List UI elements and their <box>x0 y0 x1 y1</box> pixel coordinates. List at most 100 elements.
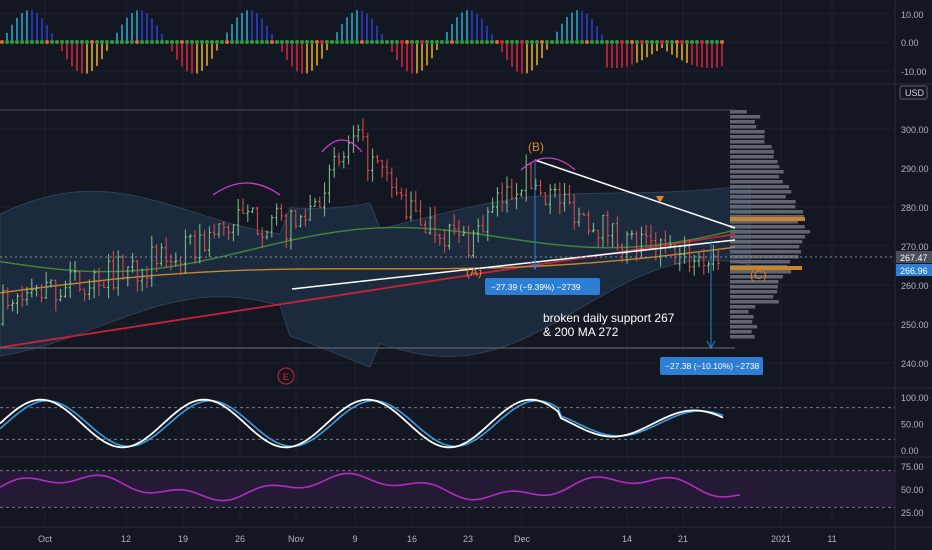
osc-zero-dot <box>525 40 529 44</box>
price-axis-tick: 300.00 <box>901 125 929 135</box>
volume-profile-bar <box>730 270 792 274</box>
volume-profile-bar <box>730 255 799 259</box>
osc-zero-dot <box>480 40 484 44</box>
osc-zero-dot <box>660 40 664 44</box>
osc-zero-dot <box>460 40 464 44</box>
osc-zero-dot <box>75 40 79 44</box>
volume-profile-bar <box>730 280 779 284</box>
volume-profile-bar <box>730 195 786 199</box>
top-arc <box>520 157 576 171</box>
bollinger-band <box>0 184 751 368</box>
osc-zero-dot <box>630 40 634 44</box>
osc-zero-dot <box>720 40 724 44</box>
volume-profile-poc <box>730 217 805 221</box>
stoch-d-line <box>0 399 724 448</box>
osc-zero-dot <box>400 40 404 44</box>
osc-zero-dot <box>150 40 154 44</box>
osc-zero-dot <box>360 40 364 44</box>
volume-profile-bar <box>730 240 803 244</box>
time-axis-tick: 12 <box>121 534 131 544</box>
osc-zero-dot <box>315 40 319 44</box>
stoch-axis-tick: 0.00 <box>901 446 919 456</box>
osc-zero-dot <box>265 40 269 44</box>
osc-zero-dot <box>390 40 394 44</box>
current-price-badge <box>896 264 932 276</box>
osc-zero-dot <box>210 40 214 44</box>
osc-zero-dot <box>190 40 194 44</box>
osc-zero-dot <box>200 40 204 44</box>
osc-zero-dot <box>175 40 179 44</box>
osc-zero-dot <box>680 40 684 44</box>
osc-zero-dot <box>290 40 294 44</box>
osc-zero-dot <box>115 40 119 44</box>
osc-zero-dot <box>255 40 259 44</box>
osc-zero-dot <box>600 40 604 44</box>
volume-profile-bar <box>730 215 804 219</box>
osc-axis-tick: -10.00 <box>901 67 927 77</box>
osc-zero-dot <box>85 40 89 44</box>
osc-zero-dot <box>485 40 489 44</box>
osc-zero-dot <box>610 40 614 44</box>
support-trendline <box>291 239 736 290</box>
osc-zero-dot <box>675 40 679 44</box>
osc-zero-dot <box>100 40 104 44</box>
osc-zero-dot <box>345 40 349 44</box>
time-axis-tick: 9 <box>352 534 357 544</box>
osc-zero-dot <box>25 40 29 44</box>
top-arc <box>212 182 281 196</box>
stoch-axis-tick: 50.00 <box>901 420 924 430</box>
osc-zero-dot <box>415 40 419 44</box>
osc-zero-dot <box>470 40 474 44</box>
osc-zero-dot <box>5 40 9 44</box>
volume-profile-bar <box>730 145 772 149</box>
measure-label-1: −27.39 (−9.39%) −2739 <box>491 282 581 292</box>
osc-zero-dot <box>555 40 559 44</box>
osc-zero-dot <box>95 40 99 44</box>
time-axis-tick: 11 <box>827 534 836 544</box>
osc-zero-dot <box>495 40 499 44</box>
volume-profile-bar <box>730 125 757 129</box>
osc-zero-dot <box>240 40 244 44</box>
volume-profile-bar <box>730 235 806 239</box>
osc-zero-dot <box>685 40 689 44</box>
event-marker-label: E <box>283 372 289 382</box>
rsi-axis-tick: 25.00 <box>901 508 924 518</box>
osc-zero-dot <box>655 40 659 44</box>
osc-zero-dot <box>305 40 309 44</box>
osc-zero-dot <box>160 40 164 44</box>
osc-zero-dot <box>505 40 509 44</box>
wave-label-c: (C) <box>750 268 767 282</box>
osc-zero-dot <box>110 40 114 44</box>
osc-axis-tick: 10.00 <box>901 10 924 20</box>
osc-zero-dot <box>325 40 329 44</box>
volume-profile-bar <box>730 205 796 209</box>
osc-zero-dot <box>565 40 569 44</box>
osc-zero-dot <box>420 40 424 44</box>
last-price-badge <box>896 251 932 263</box>
volume-profile-bar <box>730 210 803 214</box>
osc-zero-dot <box>60 40 64 44</box>
osc-zero-dot <box>340 40 344 44</box>
osc-zero-dot <box>535 40 539 44</box>
osc-zero-dot <box>215 40 219 44</box>
osc-zero-dot <box>590 40 594 44</box>
measure-label-2: −27.38 (−10.10%) −2738 <box>665 361 760 371</box>
osc-zero-dot <box>380 40 384 44</box>
stoch-k-line <box>0 398 724 449</box>
osc-zero-dot <box>90 40 94 44</box>
volume-profile-bar <box>730 220 798 224</box>
volume-profile-bar <box>730 260 791 264</box>
osc-zero-dot <box>55 40 59 44</box>
volume-profile-bar <box>730 230 811 234</box>
osc-zero-dot <box>185 40 189 44</box>
osc-zero-dot <box>490 40 494 44</box>
price-axis-tick: 280.00 <box>901 203 929 213</box>
top-arc <box>321 139 363 153</box>
osc-zero-dot <box>245 40 249 44</box>
osc-zero-dot <box>500 40 504 44</box>
measure-box-1 <box>485 278 600 295</box>
osc-zero-dot <box>285 40 289 44</box>
osc-zero-dot <box>135 40 139 44</box>
volume-profile-bar <box>730 150 774 154</box>
